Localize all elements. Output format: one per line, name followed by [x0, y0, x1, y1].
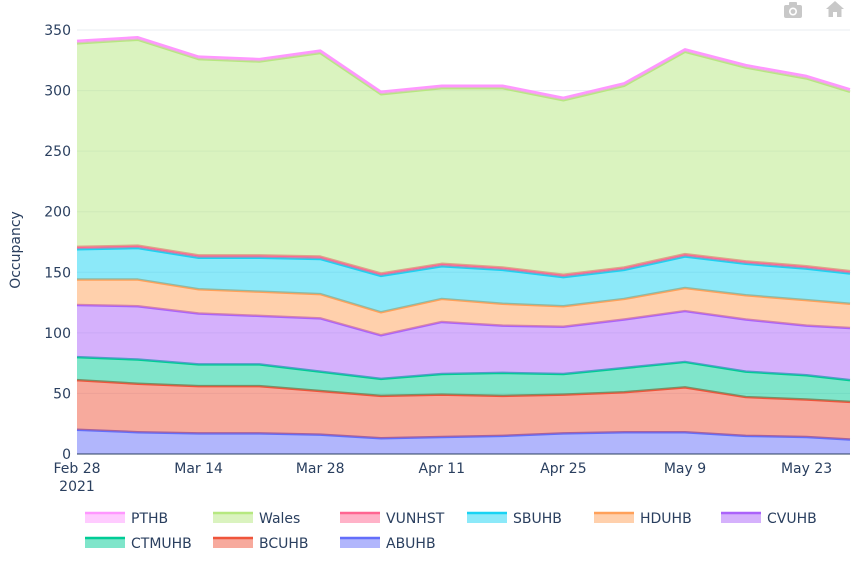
x-tick-label: Feb 28 [53, 461, 100, 477]
legend-label: SBUHB [513, 511, 562, 527]
legend-swatch [594, 513, 634, 523]
y-tick-label: 200 [44, 205, 71, 221]
x-tick-label: May 9 [664, 461, 706, 477]
legend-swatch [721, 513, 761, 523]
stacked-areas [76, 36, 851, 455]
x-tick-label: Apr 11 [419, 461, 465, 477]
y-tick-label: 350 [44, 23, 71, 39]
y-axis-label: Occupancy [8, 211, 24, 289]
legend-item-ctmuhb[interactable]: CTMUHB [85, 536, 192, 552]
legend-label: HDUHB [640, 511, 692, 527]
home-icon[interactable] [826, 1, 844, 17]
legend-swatch [85, 538, 125, 548]
y-tick-label: 0 [62, 447, 71, 463]
legend-item-pthb[interactable]: PTHB [85, 511, 168, 527]
legend-label: BCUHB [259, 536, 309, 552]
y-tick-label: 300 [44, 84, 71, 100]
legend-label: CVUHB [767, 511, 817, 527]
legend-swatch [340, 538, 380, 548]
area-cvuhb [77, 304, 850, 381]
legend-item-cvuhb[interactable]: CVUHB [721, 511, 817, 527]
x-tick-label: May 23 [781, 461, 832, 477]
y-tick-label: 100 [44, 326, 71, 342]
y-tick-label: 250 [44, 144, 71, 160]
area-sbuhb [77, 248, 850, 313]
legend-item-abuhb[interactable]: ABUHB [340, 536, 436, 552]
legend-swatch [340, 513, 380, 523]
camera-icon[interactable] [784, 2, 802, 18]
legend-item-vunhst[interactable]: VUNHST [340, 511, 445, 527]
x-tick-sublabel: 2021 [59, 479, 95, 495]
legend-item-hduhb[interactable]: HDUHB [594, 511, 692, 527]
line-vunhst [76, 244, 851, 276]
area-bcuhb [77, 380, 850, 440]
legend-label: Wales [259, 511, 300, 527]
legend-label: ABUHB [386, 536, 436, 552]
legend-swatch [85, 513, 125, 523]
y-tick-label: 50 [53, 386, 71, 402]
line-pthb [76, 36, 851, 100]
legend-label: CTMUHB [131, 536, 192, 552]
x-tick-label: Mar 14 [174, 461, 223, 477]
legend-item-sbuhb[interactable]: SBUHB [467, 511, 562, 527]
legend-item-wales[interactable]: Wales [213, 511, 300, 527]
legend: PTHB Wales VUNHST SBUHB HDUHB CVUHB CTMUHB BCUH… [85, 511, 817, 552]
x-axis-ticks: Feb 28 2021 Mar 14 Mar 28 Apr 11 Apr 25 May 9 M… [53, 461, 832, 495]
legend-label: PTHB [131, 511, 168, 527]
line-sbuhb [76, 246, 851, 279]
area-abuhb [77, 429, 850, 454]
line-abuhb [76, 428, 851, 441]
legend-swatch [467, 513, 507, 523]
area-ctmuhb [77, 357, 850, 402]
legend-label: VUNHST [386, 511, 445, 527]
area-wales [77, 39, 850, 275]
legend-item-bcuhb[interactable]: BCUHB [213, 536, 309, 552]
y-axis-ticks: 0 50 100 150 200 250 300 350 [44, 23, 71, 463]
legend-swatch [213, 538, 253, 548]
y-tick-label: 150 [44, 265, 71, 281]
x-tick-label: Apr 25 [540, 461, 586, 477]
x-tick-label: Mar 28 [296, 461, 345, 477]
legend-swatch [213, 513, 253, 523]
